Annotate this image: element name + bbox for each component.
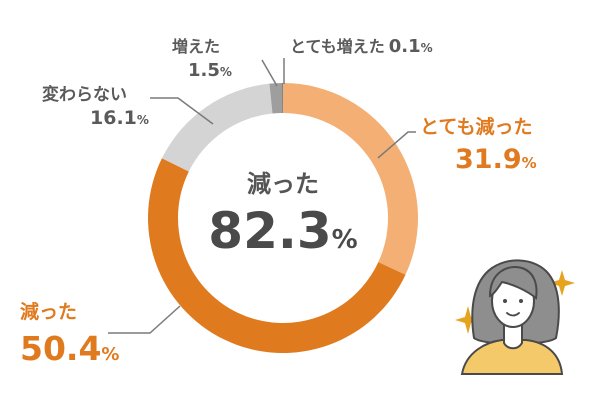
eye-left bbox=[503, 299, 507, 303]
slice-very-increased bbox=[282, 83, 283, 114]
leader-decreased bbox=[108, 305, 181, 334]
slice-value-very-decreased: 31.9% bbox=[455, 144, 537, 175]
woman-illustration bbox=[455, 259, 575, 375]
slice-value-increased: 1.5% bbox=[188, 60, 232, 81]
mouth bbox=[506, 312, 520, 317]
eye-right bbox=[519, 299, 523, 303]
center-value-unit: % bbox=[332, 225, 358, 255]
leader-unchanged bbox=[150, 97, 214, 125]
donut-slices bbox=[147, 83, 418, 354]
slice-decreased bbox=[147, 158, 406, 354]
neck bbox=[503, 321, 523, 350]
slice-label-decreased: 減った bbox=[20, 300, 77, 323]
center-value-number: 82.3 bbox=[208, 202, 331, 260]
slice-value-decreased: 50.4% bbox=[20, 329, 119, 368]
sweater bbox=[460, 339, 564, 375]
leader-increased bbox=[261, 59, 278, 87]
slice-label-very-increased: とても増えた 0.1% bbox=[290, 36, 433, 57]
sparkle-right-icon bbox=[549, 270, 575, 296]
leader-lines bbox=[108, 58, 416, 334]
leader-very-decreased bbox=[377, 131, 416, 159]
slice-label-unchanged: 変わらない bbox=[42, 84, 127, 105]
slice-very-decreased bbox=[283, 83, 418, 275]
slice-value-unchanged: 16.1% bbox=[90, 107, 149, 129]
slice-label-very-decreased: とても減った bbox=[420, 115, 532, 138]
bangs bbox=[488, 266, 538, 300]
slice-increased bbox=[269, 83, 283, 114]
center-value: 82.3% bbox=[208, 202, 357, 260]
slice-unchanged bbox=[161, 83, 273, 172]
slice-label-increased: 増えた bbox=[172, 37, 220, 56]
center-label: 減った bbox=[247, 170, 319, 198]
sparkle-left-icon bbox=[455, 306, 481, 334]
